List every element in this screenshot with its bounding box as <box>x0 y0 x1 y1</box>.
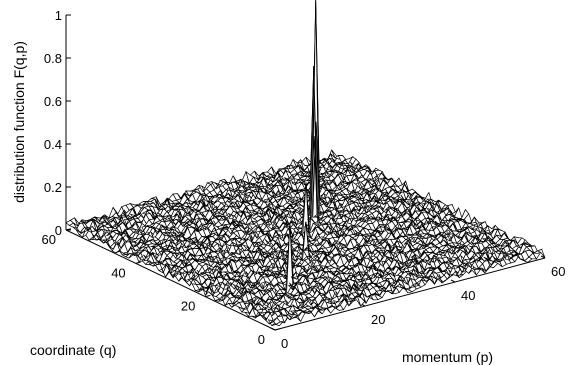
p-axis-line <box>274 257 546 331</box>
z-ticks: 0 0.2 0.4 0.6 0.8 1 <box>44 8 71 238</box>
q-axis-label: coordinate (q) <box>30 342 116 358</box>
z-tick-label: 0 <box>55 223 62 238</box>
p-tick-mark <box>540 255 546 259</box>
q-tick-mark <box>205 294 211 298</box>
q-tick-label: 20 <box>181 299 195 314</box>
surface-mesh <box>65 0 546 327</box>
z-tick-label: 0.8 <box>44 51 62 66</box>
p-tick-label: 60 <box>551 264 565 279</box>
z-tick-label: 0.6 <box>44 94 62 109</box>
z-axis-label: distribution function F(q,p) <box>11 41 27 203</box>
z-tick-label: 1 <box>55 8 62 23</box>
p-axis-label: momentum (p) <box>402 349 493 365</box>
p-tick-mark <box>270 327 276 331</box>
p-tick-mark <box>450 279 456 283</box>
p-ticks: 0 20 40 60 <box>270 255 565 351</box>
q-axis-line <box>65 229 276 331</box>
p-tick-label: 40 <box>461 288 475 303</box>
q-tick-label: 0 <box>258 332 265 347</box>
z-tick-label: 0.4 <box>44 137 62 152</box>
p-tick-label: 20 <box>371 312 385 327</box>
q-ticks: 0 20 40 60 <box>42 228 281 347</box>
z-tick-label: 0.2 <box>44 180 62 195</box>
q-tick-label: 40 <box>111 265 125 280</box>
q-tick-mark <box>65 228 72 231</box>
q-tick-label: 60 <box>42 232 56 247</box>
p-tick-label: 0 <box>281 336 288 351</box>
axes <box>65 15 546 331</box>
q-tick-mark <box>274 328 281 331</box>
